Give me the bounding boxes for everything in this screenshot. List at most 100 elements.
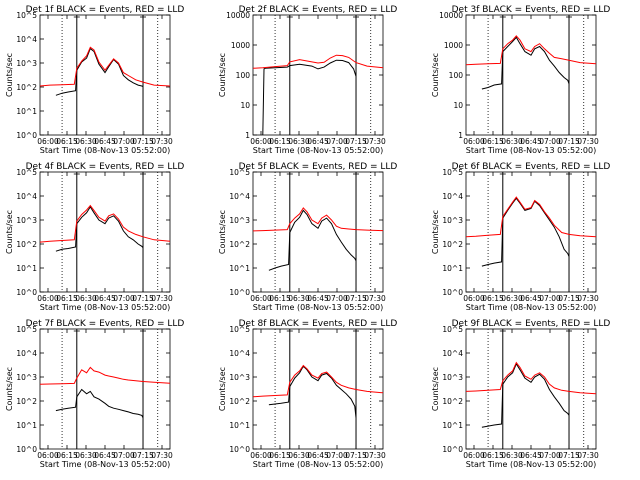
plot-frame: [465, 171, 597, 293]
x-tick-label: 06:45: [307, 451, 329, 460]
y-tick-label: 1000: [444, 41, 463, 50]
y-tick-label: 10^4: [229, 192, 250, 201]
y-tick-label: 10: [453, 101, 463, 110]
y-tick-label: 10^5: [16, 325, 37, 334]
lld-series-line: [40, 366, 170, 385]
y-tick-label: 10^5: [16, 168, 37, 177]
x-axis-label: Start Time (08-Nov-13 05:52:00): [466, 303, 596, 312]
y-tick-label: 10^1: [442, 421, 463, 430]
x-tick-label: 07:00: [539, 451, 561, 460]
x-tick-label: 07:30: [151, 451, 173, 460]
y-tick-label: 10^5: [229, 325, 250, 334]
x-axis-label: Start Time (08-Nov-13 05:52:00): [40, 146, 170, 155]
x-tick-label: 06:30: [501, 451, 523, 460]
y-tick-label: 10^4: [442, 192, 463, 201]
y-tick-label: 1000: [231, 41, 250, 50]
events-series-line: [481, 362, 570, 428]
x-tick-label: 07:00: [326, 294, 348, 303]
x-tick-label: 07:00: [113, 137, 135, 146]
x-axis-label: Start Time (08-Nov-13 05:52:00): [466, 460, 596, 469]
panel-title: Det 3f BLACK = Events, RED = LLD: [452, 5, 611, 15]
x-tick-label: 06:00: [250, 137, 272, 146]
panel-title: Det 6f BLACK = Events, RED = LLD: [452, 162, 611, 172]
x-axis-label: Start Time (08-Nov-13 05:52:00): [40, 460, 170, 469]
events-series-line: [268, 209, 357, 271]
x-tick-label: 07:15: [558, 137, 580, 146]
lld-series-line: [253, 364, 383, 398]
panel-7: 10^010^110^210^310^410^506:0006:1506:300…: [5, 319, 184, 469]
y-axis-label: Counts/sec: [5, 210, 14, 254]
plot-frame: [39, 171, 171, 293]
x-tick-label: 07:00: [326, 137, 348, 146]
x-tick-label: 06:30: [501, 294, 523, 303]
y-tick-label: 10^0: [229, 445, 250, 454]
y-tick-label: 10: [240, 101, 250, 110]
x-tick-label: 06:45: [94, 451, 116, 460]
panel-title: Det 8f BLACK = Events, RED = LLD: [239, 319, 398, 329]
y-tick-label: 10^3: [229, 216, 250, 225]
events-series-line: [268, 365, 357, 418]
plot-frame: [252, 171, 384, 293]
panel-2: 1 10 100 1000 10000 06:0006:1506:3006:4507:00…: [218, 5, 397, 155]
x-tick-label: 06:45: [307, 294, 329, 303]
x-tick-label: 07:15: [345, 137, 367, 146]
lld-series-line: [253, 207, 383, 232]
y-tick-label: 10^5: [442, 168, 463, 177]
y-tick-label: 10^4: [16, 35, 37, 44]
panel-3: 1 10 100 1000 10000 06:0006:1506:3006:4507:00…: [431, 5, 610, 155]
x-tick-label: 06:15: [56, 451, 78, 460]
y-tick-label: 10^4: [229, 349, 250, 358]
y-tick-label: 10^1: [229, 264, 250, 273]
x-axis-label: Start Time (08-Nov-13 05:52:00): [253, 460, 383, 469]
panel-title: Det 2f BLACK = Events, RED = LLD: [239, 5, 398, 15]
plot-frame: [39, 14, 171, 136]
y-tick-label: 100: [449, 71, 464, 80]
y-tick-label: 10^0: [442, 288, 463, 297]
panel-6: 10^010^110^210^310^410^506:0006:1506:300…: [431, 162, 610, 312]
x-tick-label: 06:00: [37, 451, 59, 460]
events-series-line: [55, 388, 144, 419]
events-series-line: [262, 59, 357, 135]
x-tick-label: 06:15: [56, 294, 78, 303]
y-tick-label: 10^5: [442, 325, 463, 334]
y-tick-label: 10000: [439, 11, 463, 20]
x-tick-label: 06:45: [520, 451, 542, 460]
x-tick-label: 06:00: [463, 137, 485, 146]
y-tick-label: 10^3: [16, 373, 37, 382]
lld-series-line: [466, 35, 596, 66]
x-tick-label: 06:00: [250, 451, 272, 460]
y-tick-label: 10^0: [16, 288, 37, 297]
events-series-line: [55, 205, 144, 252]
y-tick-label: 10^0: [442, 445, 463, 454]
y-tick-label: 10^2: [229, 397, 250, 406]
panel-1: 10^010^110^210^310^410^506:0006:1506:300…: [5, 5, 184, 155]
y-tick-label: 10^2: [229, 240, 250, 249]
y-tick-label: 10^0: [16, 131, 37, 140]
x-axis-label: Start Time (08-Nov-13 05:52:00): [253, 303, 383, 312]
panel-4: 10^010^110^210^310^410^506:0006:1506:300…: [5, 162, 184, 312]
x-tick-label: 07:00: [113, 451, 135, 460]
panel-title: Det 9f BLACK = Events, RED = LLD: [452, 319, 611, 329]
y-tick-label: 10000: [226, 11, 250, 20]
x-tick-label: 06:00: [37, 294, 59, 303]
y-tick-label: 10^1: [442, 264, 463, 273]
y-tick-label: 10^4: [442, 349, 463, 358]
lld-series-line: [466, 361, 596, 395]
x-tick-label: 07:30: [364, 294, 386, 303]
lld-series-line: [466, 196, 596, 238]
y-tick-label: 10^3: [16, 216, 37, 225]
events-series-line: [55, 47, 144, 96]
x-tick-label: 07:30: [151, 294, 173, 303]
x-tick-label: 06:30: [288, 294, 310, 303]
y-axis-label: Counts/sec: [218, 367, 227, 411]
x-tick-label: 06:30: [288, 451, 310, 460]
x-tick-label: 07:00: [539, 294, 561, 303]
y-tick-label: 10^2: [16, 83, 37, 92]
x-axis-label: Start Time (08-Nov-13 05:52:00): [253, 146, 383, 155]
x-tick-label: 07:15: [345, 294, 367, 303]
plot-frame: [252, 14, 384, 136]
x-tick-label: 07:15: [132, 451, 154, 460]
y-tick-label: 10^2: [16, 397, 37, 406]
x-tick-label: 06:45: [94, 294, 116, 303]
